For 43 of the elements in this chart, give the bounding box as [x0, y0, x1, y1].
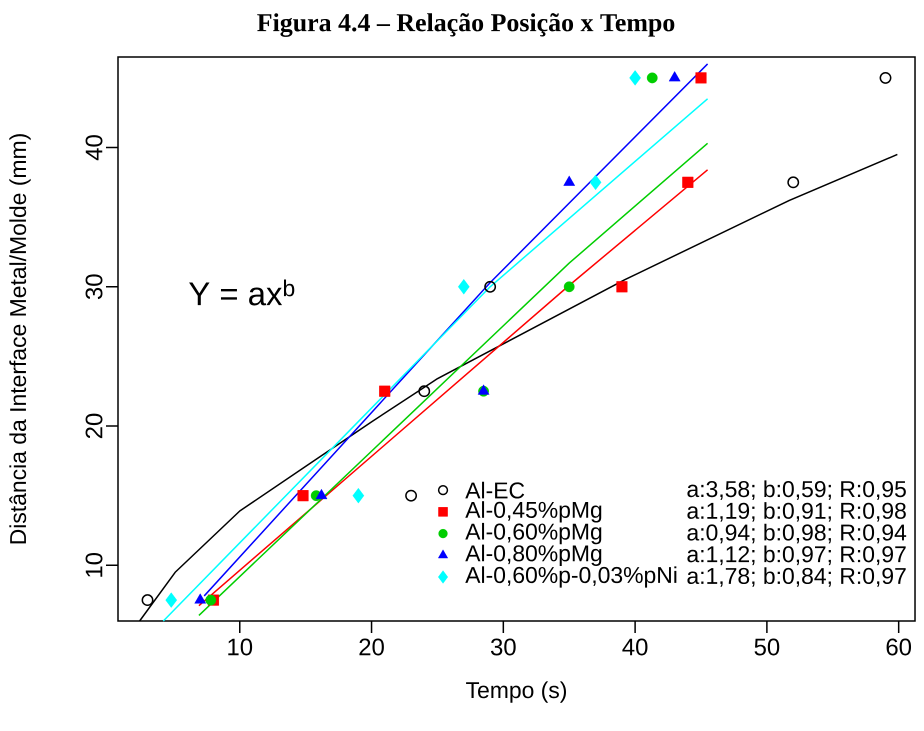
x-tick-label: 40 — [622, 638, 648, 656]
y-tick-label: 20 — [86, 414, 102, 438]
y-axis-title: Distância da Interface Metal/Molde (mm) — [9, 134, 31, 544]
annotation: a:3,58; b:0,59; R:0,95 — [687, 480, 906, 500]
x-tick-label: 60 — [886, 638, 912, 656]
legend-label: Al-0,60%p-0,03%pNi — [465, 566, 676, 588]
x-tick-label: 10 — [228, 638, 252, 656]
point — [629, 70, 641, 86]
legend-label: Al-0,45%pMg — [465, 501, 602, 523]
point — [590, 174, 602, 190]
point — [616, 281, 628, 292]
point — [695, 72, 707, 84]
y-tick-label: 10 — [86, 552, 102, 577]
point — [646, 72, 658, 84]
point — [297, 490, 309, 502]
point — [352, 488, 364, 504]
point — [880, 72, 892, 84]
point — [564, 281, 575, 292]
annotation: a:1,19; b:0,91; R:0,98 — [687, 502, 906, 522]
x-axis-title: Tempo (s) — [466, 681, 566, 703]
point — [205, 594, 216, 606]
point — [379, 386, 390, 397]
point — [142, 594, 154, 606]
legend-label: Al-EC — [465, 482, 524, 499]
x-tick-label: 20 — [359, 638, 384, 656]
point — [484, 280, 496, 293]
point — [458, 279, 470, 294]
point — [787, 176, 800, 188]
annotation: a:0,94; b:0,98; R:0,94 — [687, 524, 906, 544]
y-tick-label: 30 — [86, 274, 102, 300]
legend-label: Al-0,80%pMg — [465, 544, 602, 566]
point — [165, 592, 178, 608]
annotation: a:1,12; b:0,97; R:0,97 — [687, 546, 906, 566]
point — [418, 385, 430, 398]
annotation: Y = ax$^{b}$ — [189, 279, 294, 306]
point — [405, 490, 418, 502]
x-tick-label: 50 — [754, 638, 780, 656]
x-tick-label: 30 — [490, 638, 516, 656]
chart-title: Figura 4.4 – Relação Posição x Tempo — [257, 13, 674, 37]
annotation: a:1,78; b:0,84; R:0,97 — [687, 567, 906, 587]
y-tick-label: 40 — [86, 135, 102, 160]
point — [682, 176, 694, 188]
legend-label: Al-0,60%pMg — [465, 522, 602, 544]
